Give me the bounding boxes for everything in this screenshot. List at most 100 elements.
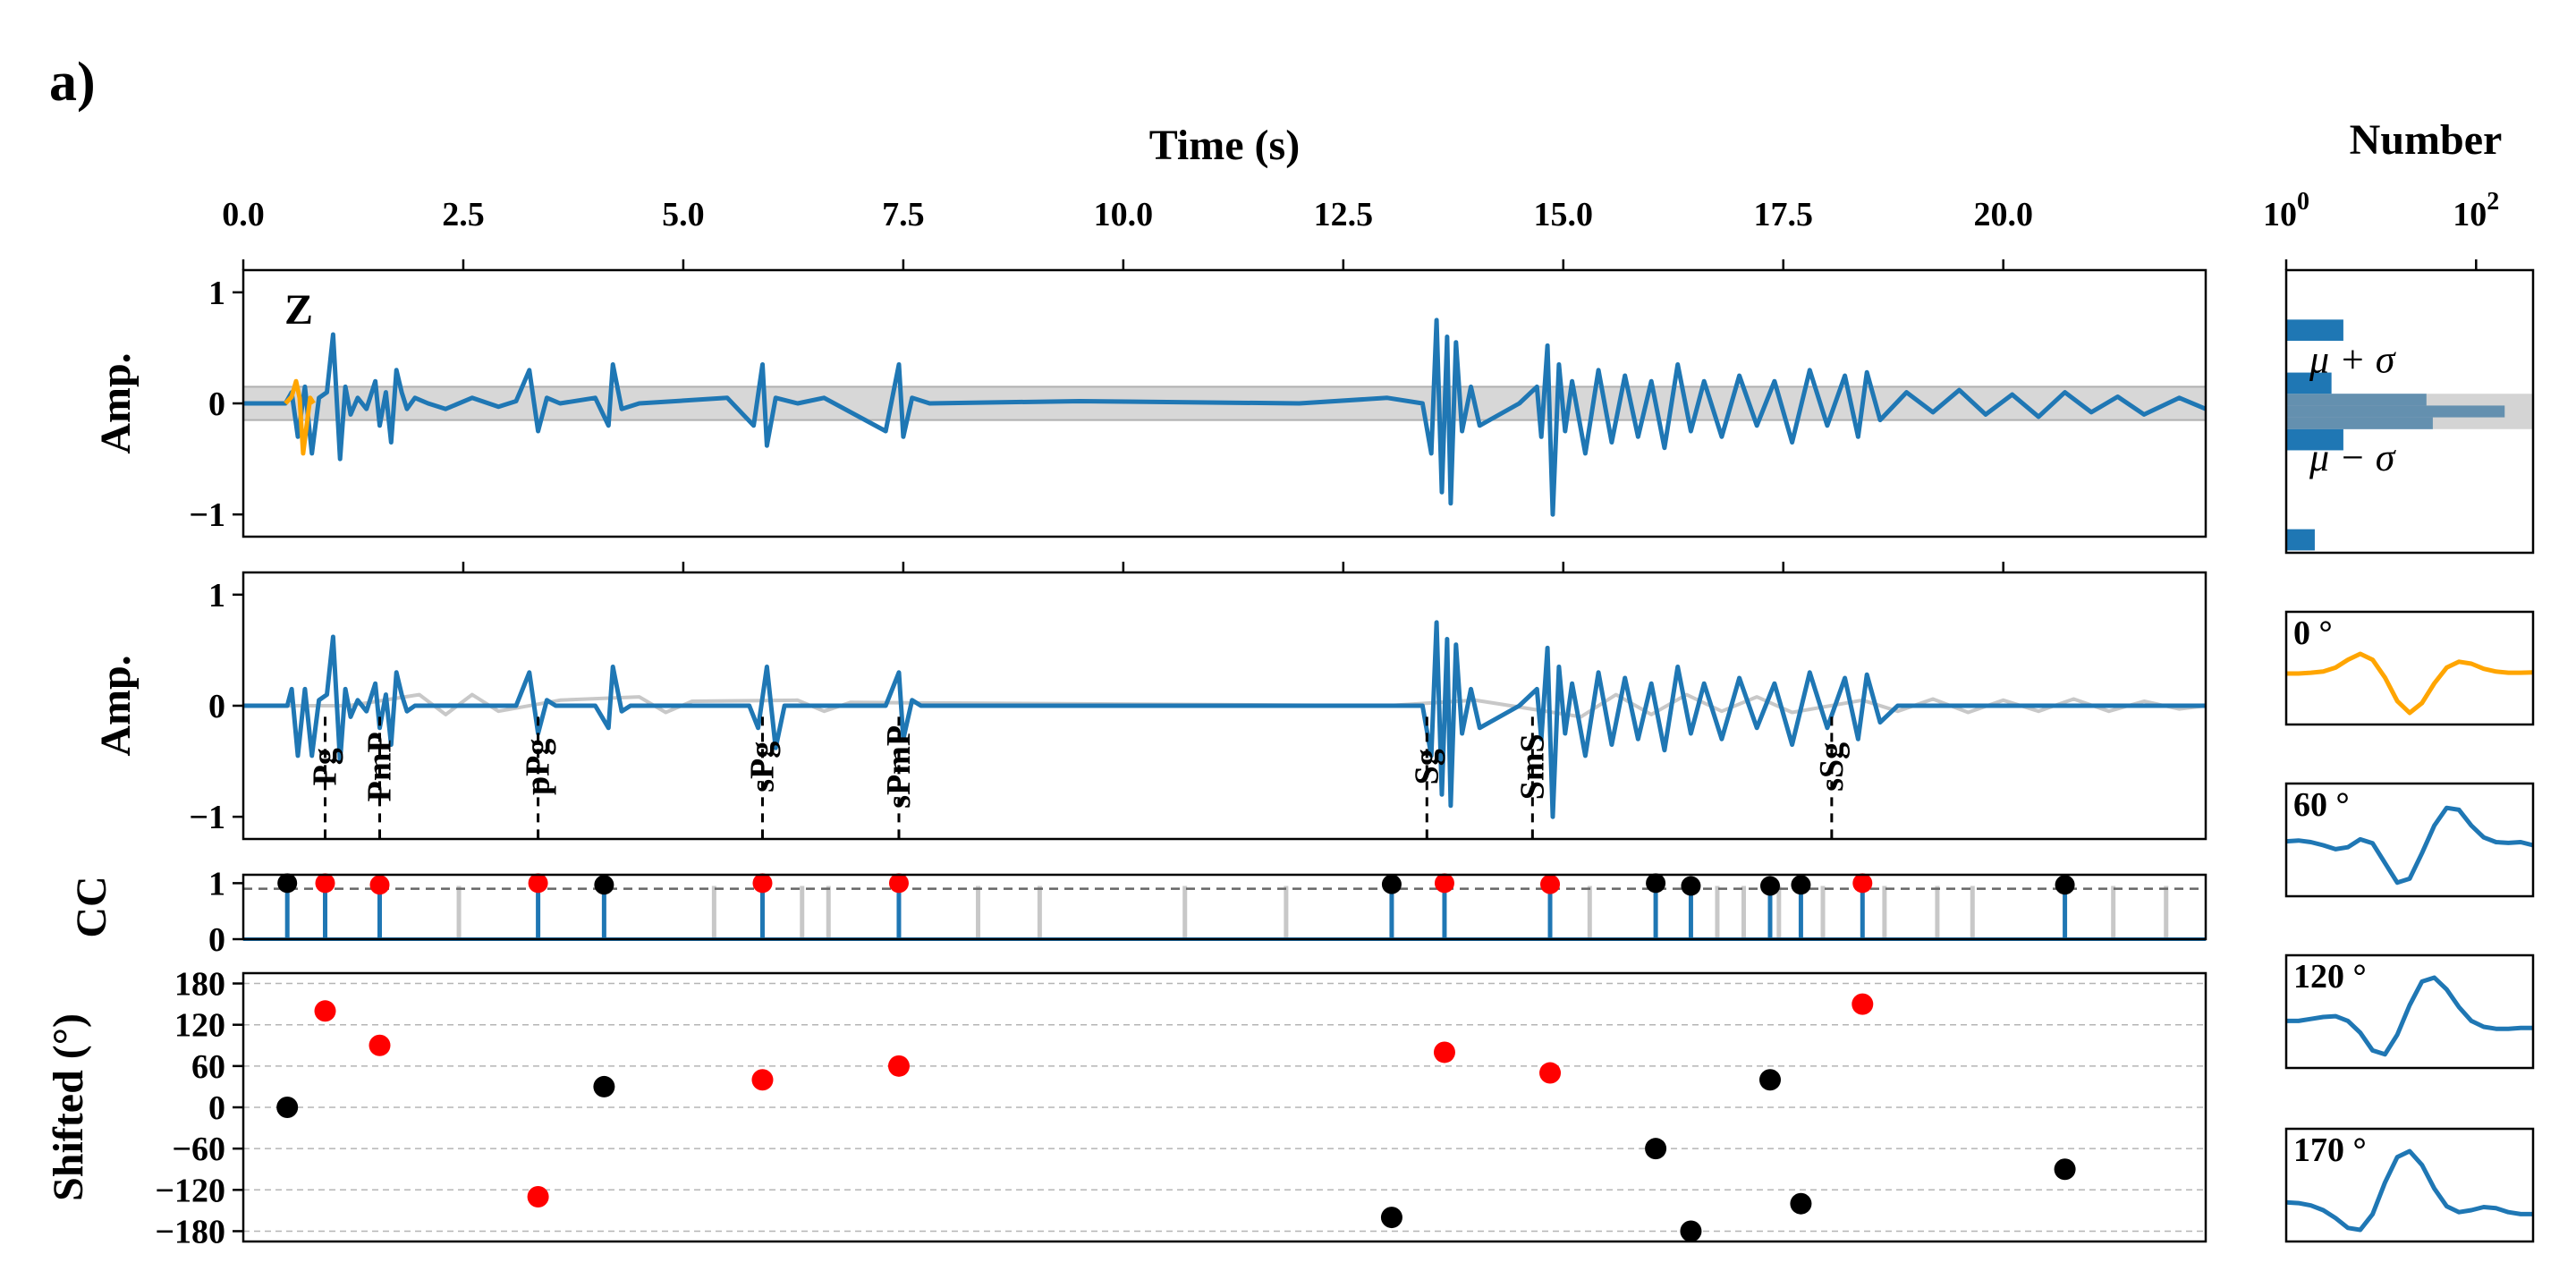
x-axis-title: Number [2350,116,2503,164]
plot-frame [242,873,2207,941]
mu-plus-sigma-label: μ + σ [2309,338,2397,382]
histogram-bar [2286,529,2315,551]
waveform-trace [243,318,2207,517]
cc-pick-point [528,873,548,894]
phase-label: PmP [360,732,398,801]
wavelet-frame [2284,1127,2535,1243]
phase-label: Sg [1408,749,1445,784]
tick-base: 10 [2263,196,2297,233]
x-tick-label: 5.0 [662,196,705,233]
y-tick-label: −60 [172,1131,225,1168]
windowed-waveform-panel: Pg PmP pPg sPg sPmP Sg SmS sSg 1 0 −1 Amp. [92,562,2207,841]
cc-pick-point [1434,873,1454,894]
y-tick-label: 0 [208,921,225,959]
x-tick-label: 100 [2263,188,2309,233]
phase-shift-point [1680,1220,1702,1242]
x-tick-label: 0.0 [222,196,265,233]
x-tick-label: 20.0 [1973,196,2033,233]
phase-shift-point [1790,1192,1812,1215]
x-axis-title: Time (s) [1149,122,1300,169]
plot-frame [2284,268,2535,555]
cc-pick-point [1681,876,1701,896]
histogram-bar [2286,428,2343,451]
phase-shift-point [1433,1041,1455,1063]
cc-pick-point [1381,874,1402,894]
wavelet-angle-label: 120 ° [2293,958,2367,996]
cc-pick-point [1759,876,1780,896]
x-tick-label: 102 [2453,188,2499,233]
y-axis-title: Amp. [92,655,140,756]
phase-label: sPg [743,741,781,792]
y-tick-label: −180 [155,1213,225,1250]
phase-shift-point [1758,1069,1781,1091]
phase-shift-point [593,1075,615,1097]
y-axis-title: Shifted (°) [45,1013,92,1201]
y-tick-label: −1 [189,799,225,836]
tick-exponent: 0 [2297,188,2309,216]
wavelet-frame [2284,610,2535,726]
cc-pick-point [752,873,773,894]
y-tick-label: 1 [208,865,225,902]
cc-pick-point [1791,875,1811,895]
y-tick-label: 0 [208,688,225,725]
phase-shift-point [1380,1207,1402,1229]
windowed-trace [243,620,2206,819]
wavelet-frame [2284,782,2535,898]
y-tick-label: 1 [208,275,225,312]
phase-shift-point [276,1097,299,1118]
y-tick-label: −1 [189,496,225,534]
y-tick-label: 0 [208,1089,225,1127]
panel-label: a) [49,52,96,113]
rotated-wavelet-curve [2286,651,2534,716]
histogram-bar [2286,372,2332,394]
cc-pick-point [594,875,614,895]
phase-shift-point [1539,1062,1562,1084]
rotated-wavelet-curve [2286,975,2533,1057]
waveform-z-panel: 0.0 2.5 5.0 7.5 10.0 12.5 15.0 17.5 20.0 Time (s)… [92,122,2207,538]
cc-pick-point [277,873,298,894]
y-axis-title: CC [68,876,115,937]
std-band [2286,394,2533,429]
x-tick-label: 17.5 [1753,196,1813,233]
phase-shift-point [887,1055,910,1077]
phase-shift-point [527,1186,549,1208]
rotated-wavelet-curve [2285,1148,2533,1233]
x-tick-label: 15.0 [1534,196,1594,233]
x-tick-label: 10.0 [1094,196,1154,233]
cc-pick-point [1540,874,1561,894]
x-tick-label: 2.5 [442,196,485,233]
y-axis-title: Amp. [92,352,140,453]
y-tick-label: −120 [155,1172,225,1209]
phase-shift-point [314,1000,336,1022]
cc-pick-point [1852,873,1873,894]
phase-label: sPmP [880,725,918,809]
component-label: Z [284,286,313,334]
x-tick-label: 7.5 [882,196,925,233]
phase-label: pPg [520,739,557,795]
histogram-bar [2286,319,2343,341]
phase-shift-point [369,1034,391,1056]
wavelet-frame [2284,953,2535,1070]
cc-pick-point [2055,875,2075,895]
mu-minus-sigma-label: μ − σ [2309,436,2397,479]
rotated-wavelets-panel: 0 ° 60 ° 120 ° 170 ° [2284,610,2535,1243]
phase-shift-point [751,1069,774,1091]
phase-shift-point [2054,1158,2076,1181]
cc-pick-point [1646,873,1666,894]
y-tick-label: 180 [174,966,225,1004]
y-tick-label: 1 [208,577,225,614]
cc-pick-point [369,875,390,895]
x-tick-label: 12.5 [1314,196,1374,233]
y-tick-label: 60 [191,1048,225,1086]
y-tick-label: 120 [174,1007,225,1045]
reference-wavelet [284,378,316,456]
cross-correlation-panel: 1 0 CC [68,865,2207,959]
rotated-wavelet-curve [2285,805,2534,886]
cc-pick-point [888,873,909,894]
phase-shift-point [1852,993,1874,1015]
phase-label: SmS [1513,733,1551,800]
tick-exponent: 2 [2487,188,2499,216]
